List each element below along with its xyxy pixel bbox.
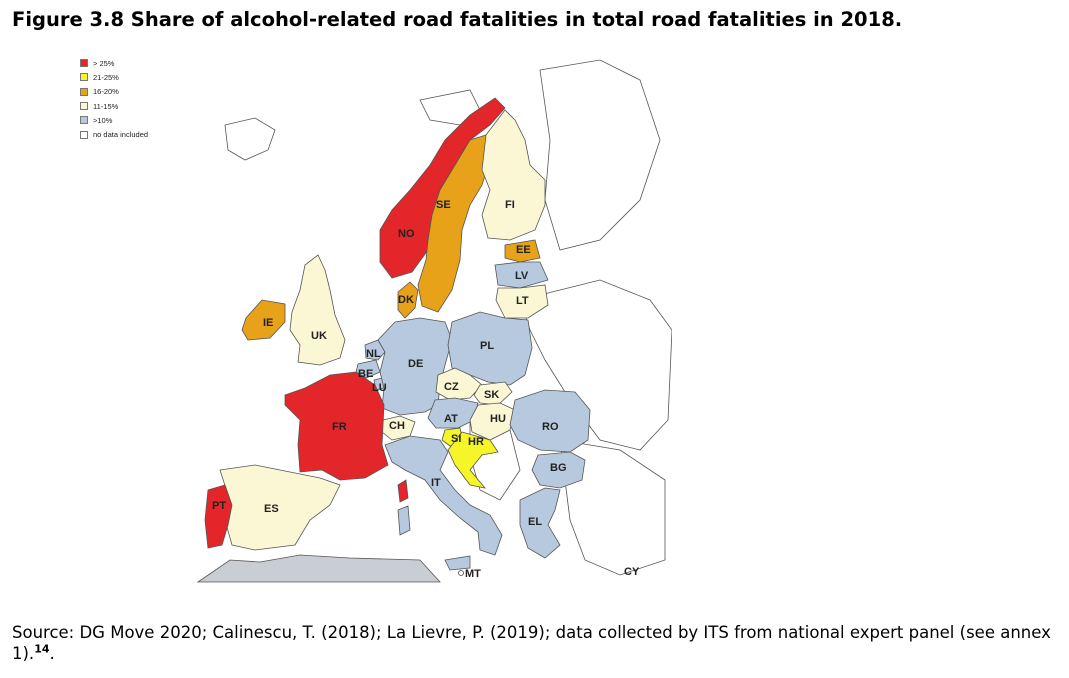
legend-item: 16-20% <box>80 85 148 99</box>
label-be: BE <box>358 368 373 380</box>
legend-item: no data included <box>80 127 148 141</box>
country-pl <box>447 311 533 386</box>
legend-label: 11-15% <box>93 101 119 111</box>
country-it-sardinia <box>397 505 411 536</box>
europe-map: NO SE FI EE LV LT DK IE UK NL BE LU DE P… <box>196 59 672 583</box>
label-dk: DK <box>398 294 414 306</box>
country-fr-corsica <box>397 479 409 503</box>
country-at <box>427 397 479 429</box>
legend-item: > 25% <box>80 56 148 70</box>
country-dk <box>397 281 419 319</box>
label-nl: NL <box>366 348 381 360</box>
country-ie <box>241 299 286 341</box>
legend-swatch <box>80 87 88 96</box>
source-end: . <box>49 644 55 663</box>
label-lt: LT <box>516 295 529 307</box>
country-pt <box>204 484 233 549</box>
country-lt <box>495 284 549 319</box>
legend-swatch <box>80 130 88 139</box>
source-text: Source: DG Move 2020; Calinescu, T. (201… <box>12 623 1051 663</box>
country-bg <box>531 451 586 489</box>
country-lv <box>494 261 549 289</box>
footnote-marker: 14 <box>34 642 50 656</box>
country-no <box>379 97 506 279</box>
malta-dot <box>458 570 464 576</box>
country-fr <box>284 371 389 481</box>
label-no: NO <box>398 228 415 240</box>
label-ee: EE <box>516 244 531 256</box>
country-be <box>355 359 381 379</box>
label-hu: HU <box>490 413 506 425</box>
label-at: AT <box>444 413 458 425</box>
legend-swatch <box>80 59 88 68</box>
legend-label: > 25% <box>93 58 115 68</box>
label-es: ES <box>264 503 279 515</box>
country-ro <box>509 389 591 453</box>
country-ee <box>504 239 541 263</box>
label-sk: SK <box>484 389 499 401</box>
label-hr: HR <box>468 436 484 448</box>
label-de: DE <box>408 358 423 370</box>
country-labels: NO SE FI EE LV LT DK IE UK NL BE LU DE P… <box>212 199 640 580</box>
label-uk: UK <box>311 330 327 342</box>
label-ie: IE <box>263 317 273 329</box>
country-se <box>417 134 491 313</box>
label-fi: FI <box>505 199 515 211</box>
legend-swatch <box>80 116 88 125</box>
legend-swatch <box>80 73 88 82</box>
label-lu: LU <box>372 382 387 394</box>
label-lv: LV <box>515 270 529 282</box>
country-it <box>384 435 503 556</box>
label-se: SE <box>436 199 451 211</box>
country-it-sicily <box>444 555 471 571</box>
label-bg: BG <box>550 462 567 474</box>
country-el <box>519 487 561 559</box>
label-pl: PL <box>480 340 494 352</box>
country-hu <box>469 402 516 441</box>
country-fi <box>481 109 546 241</box>
label-mt: MT <box>465 568 481 580</box>
country-es <box>219 464 341 551</box>
legend-item: >10% <box>80 113 148 127</box>
label-si: SI <box>451 433 461 445</box>
label-el: EL <box>528 516 542 528</box>
label-fr: FR <box>332 421 347 433</box>
no-data-land <box>224 59 672 576</box>
label-pt: PT <box>212 500 226 512</box>
legend-label: >10% <box>93 115 113 125</box>
legend-swatch <box>80 102 88 111</box>
legend-item: 21-25% <box>80 70 148 84</box>
figure-title: Figure 3.8 Share of alcohol-related road… <box>12 8 903 31</box>
label-ro: RO <box>542 421 559 433</box>
legend-label: no data included <box>93 130 149 140</box>
country-uk <box>289 254 346 366</box>
label-cy: CY <box>624 566 640 578</box>
legend-label: 21-25% <box>93 72 119 82</box>
country-hr <box>447 431 499 489</box>
map-legend: > 25% 21-25% 16-20% 11-15% >10% no data … <box>80 56 148 142</box>
label-it: IT <box>431 477 441 489</box>
source-note: Source: DG Move 2020; Calinescu, T. (201… <box>12 622 1062 664</box>
label-ch: CH <box>389 420 405 432</box>
legend-label: 16-20% <box>93 87 119 97</box>
north-africa <box>196 554 441 583</box>
legend-item: 11-15% <box>80 99 148 113</box>
label-cz: CZ <box>444 381 459 393</box>
country-nl <box>364 339 386 361</box>
